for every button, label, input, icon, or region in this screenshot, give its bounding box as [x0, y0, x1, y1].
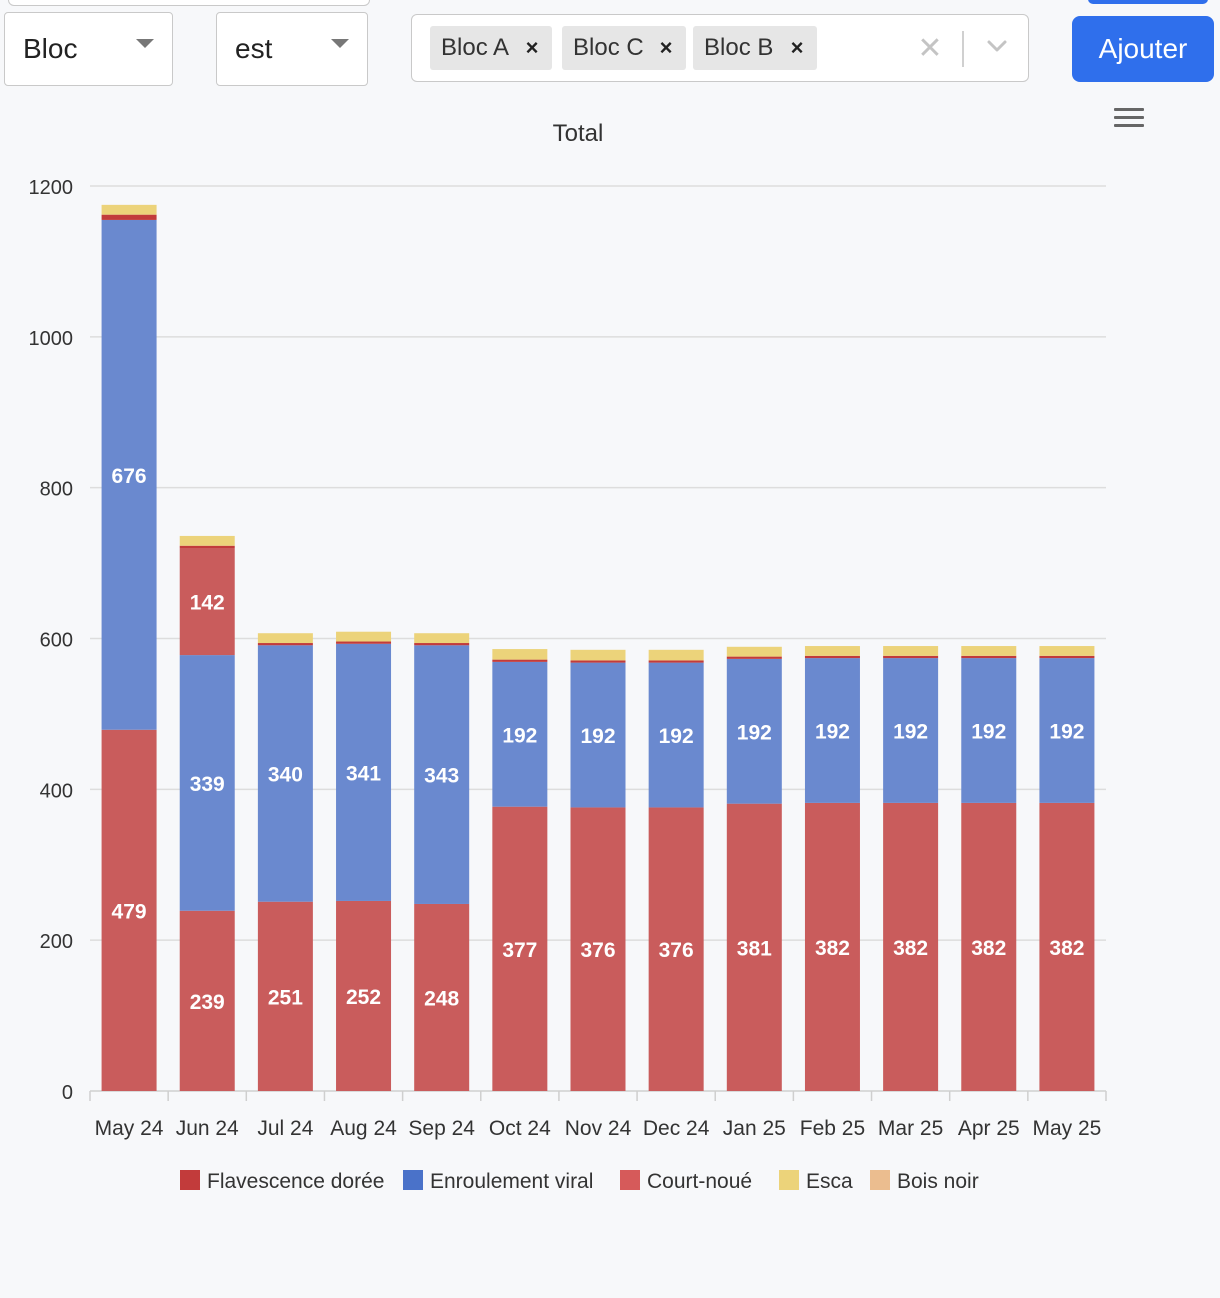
legend-swatch	[403, 1170, 423, 1190]
bar-segment[interactable]	[492, 660, 547, 662]
legend-swatch	[779, 1170, 799, 1190]
data-label: 341	[346, 762, 381, 785]
data-label: 192	[815, 721, 850, 744]
data-label: 340	[268, 763, 303, 786]
bar-segment[interactable]	[336, 632, 391, 642]
data-label: 252	[346, 986, 381, 1009]
y-tick-label: 1200	[29, 177, 74, 199]
x-tick-label: May 24	[95, 1117, 164, 1140]
y-tick-label: 0	[62, 1082, 73, 1104]
bar-segment[interactable]	[805, 646, 860, 656]
legend-swatch	[620, 1170, 640, 1190]
data-label: 192	[1049, 721, 1084, 744]
data-label: 239	[190, 991, 225, 1014]
x-tick-label: Dec 24	[643, 1117, 710, 1140]
x-tick-label: Mar 25	[878, 1117, 943, 1140]
x-tick-label: Jan 25	[723, 1117, 786, 1140]
bar-segment[interactable]	[649, 650, 704, 661]
y-tick-label: 400	[40, 780, 73, 802]
bar-segment[interactable]	[883, 646, 938, 656]
legend-item[interactable]: Enroulement viral	[430, 1170, 593, 1193]
data-label: 192	[659, 725, 694, 748]
x-tick-label: Oct 24	[489, 1117, 551, 1140]
bar-segment[interactable]	[102, 205, 157, 215]
bar-segment[interactable]	[961, 656, 1016, 658]
data-label: 382	[893, 937, 928, 960]
data-label: 382	[815, 937, 850, 960]
chart-title: Total	[553, 120, 604, 147]
y-tick-label: 200	[40, 931, 73, 953]
y-tick-label: 600	[40, 630, 73, 652]
x-tick-label: Apr 25	[958, 1117, 1020, 1140]
data-label: 192	[580, 725, 615, 748]
bar-segment[interactable]	[414, 643, 469, 645]
bar-segment[interactable]	[727, 647, 782, 657]
bar-segment[interactable]	[492, 649, 547, 660]
data-label: 343	[424, 765, 459, 788]
bar-segment[interactable]	[180, 536, 235, 546]
bar-segment[interactable]	[571, 660, 626, 662]
bar-segment[interactable]	[258, 633, 313, 643]
x-axis: May 24 Jun 24 Jul 24 Aug 24 Sep 24 Oct 24 Nov …	[90, 1091, 1106, 1140]
data-label: 479	[112, 900, 147, 923]
bar-segment[interactable]	[180, 546, 235, 548]
bar-segment[interactable]	[805, 656, 860, 658]
data-label: 251	[268, 986, 303, 1009]
data-label: 192	[502, 724, 537, 747]
data-label: 382	[971, 937, 1006, 960]
y-tick-label: 1000	[29, 328, 74, 350]
x-tick-label: Sep 24	[408, 1117, 475, 1140]
data-label: 376	[659, 939, 694, 962]
bar-segment[interactable]	[649, 660, 704, 662]
bar-segment[interactable]	[727, 657, 782, 659]
data-label: 377	[502, 939, 537, 962]
data-label: 676	[112, 465, 147, 488]
data-label: 142	[190, 592, 225, 615]
legend: Flavescence dorée Enroulement viral Court-…	[180, 1170, 979, 1193]
data-label: 382	[1049, 937, 1084, 960]
bar-segment[interactable]	[961, 646, 1016, 656]
data-label: 192	[737, 721, 772, 744]
bar-segment[interactable]	[1039, 656, 1094, 658]
legend-item[interactable]: Esca	[806, 1170, 853, 1193]
data-label: 192	[971, 721, 1006, 744]
bar-segment[interactable]	[414, 633, 469, 643]
x-tick-label: Aug 24	[330, 1117, 397, 1140]
y-tick-label: 800	[40, 479, 73, 501]
data-label: 192	[893, 721, 928, 744]
data-label: 339	[190, 773, 225, 796]
legend-swatch	[180, 1170, 200, 1190]
x-tick-label: Nov 24	[565, 1117, 632, 1140]
data-label: 381	[737, 937, 772, 960]
legend-item[interactable]: Court-noué	[647, 1170, 752, 1193]
y-axis: 0 200 400 600 800 1000 1200	[29, 177, 74, 1104]
bar-segment[interactable]	[571, 650, 626, 661]
x-tick-label: May 25	[1032, 1117, 1101, 1140]
x-tick-label: Jun 24	[176, 1117, 239, 1140]
legend-item[interactable]: Flavescence dorée	[207, 1170, 384, 1193]
bar-segment[interactable]	[336, 642, 391, 644]
x-tick-label: Feb 25	[800, 1117, 865, 1140]
data-label: 376	[580, 939, 615, 962]
legend-swatch	[870, 1170, 890, 1190]
legend-item[interactable]: Bois noir	[897, 1170, 979, 1193]
bar-segment[interactable]	[883, 656, 938, 658]
data-label: 248	[424, 987, 459, 1010]
bar-segment[interactable]	[258, 643, 313, 645]
bar-segment[interactable]	[1039, 646, 1094, 656]
bar-segment[interactable]	[102, 215, 157, 220]
x-tick-label: Jul 24	[257, 1117, 313, 1140]
